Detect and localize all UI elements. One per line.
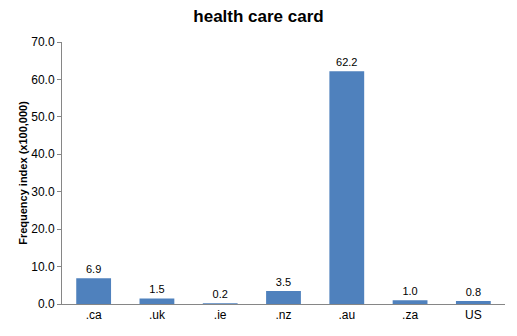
svg-text:0.2: 0.2 xyxy=(213,288,228,300)
svg-text:20.0: 20.0 xyxy=(31,222,55,236)
svg-text:6.9: 6.9 xyxy=(86,263,101,275)
svg-text:US: US xyxy=(465,308,482,322)
svg-text:.uk: .uk xyxy=(149,308,166,322)
svg-text:Frequency index (x100,000): Frequency index (x100,000) xyxy=(17,101,29,245)
svg-text:70.0: 70.0 xyxy=(31,35,55,49)
svg-text:0.8: 0.8 xyxy=(466,286,481,298)
svg-text:40.0: 40.0 xyxy=(31,147,55,161)
svg-text:health care card: health care card xyxy=(193,7,323,26)
svg-text:10.0: 10.0 xyxy=(31,260,55,274)
svg-text:50.0: 50.0 xyxy=(31,110,55,124)
svg-text:.au: .au xyxy=(338,308,355,322)
svg-text:62.2: 62.2 xyxy=(336,56,357,68)
svg-text:30.0: 30.0 xyxy=(31,185,55,199)
svg-text:.za: .za xyxy=(402,308,418,322)
svg-text:.nz: .nz xyxy=(275,308,291,322)
svg-text:1.0: 1.0 xyxy=(402,285,417,297)
svg-text:1.5: 1.5 xyxy=(149,283,164,295)
svg-text:0.0: 0.0 xyxy=(38,297,55,311)
svg-text:3.5: 3.5 xyxy=(276,276,291,288)
svg-text:.ie: .ie xyxy=(214,308,227,322)
svg-text:.ca: .ca xyxy=(86,308,102,322)
svg-text:60.0: 60.0 xyxy=(31,73,55,87)
